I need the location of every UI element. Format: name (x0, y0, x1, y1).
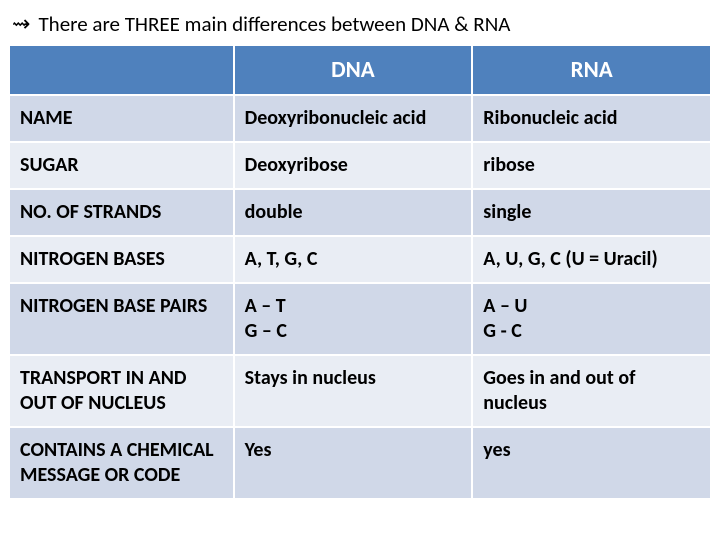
cell-dna: A, T, G, C (234, 236, 473, 283)
heading-text: There are THREE main differences between… (38, 11, 510, 37)
cell-dna: A – TG – C (234, 283, 473, 355)
header-empty (9, 45, 234, 95)
table-row: TRANSPORT IN AND OUT OF NUCLEUS Stays in… (9, 355, 711, 427)
table-row: NITROGEN BASES A, T, G, C A, U, G, C (U … (9, 236, 711, 283)
cell-rna: Goes in and out of nucleus (472, 355, 711, 427)
row-label: NITROGEN BASES (9, 236, 234, 283)
comparison-table: DNA RNA NAME Deoxyribonucleic acid Ribon… (9, 45, 711, 499)
header-dna: DNA (234, 45, 473, 95)
row-label: NO. OF STRANDS (9, 189, 234, 236)
cell-rna: Ribonucleic acid (472, 95, 711, 142)
cell-rna: yes (472, 427, 711, 499)
cell-dna: Deoxyribonucleic acid (234, 95, 473, 142)
table-row: SUGAR Deoxyribose ribose (9, 142, 711, 189)
cell-dna: double (234, 189, 473, 236)
table-row: NITROGEN BASE PAIRS A – TG – C A – UG - … (9, 283, 711, 355)
row-label: TRANSPORT IN AND OUT OF NUCLEUS (9, 355, 234, 427)
row-label: SUGAR (9, 142, 234, 189)
cell-rna: single (472, 189, 711, 236)
table-row: NO. OF STRANDS double single (9, 189, 711, 236)
slide-heading: ⇝ There are THREE main differences betwe… (0, 0, 720, 45)
row-label: CONTAINS A CHEMICAL MESSAGE OR CODE (9, 427, 234, 499)
cell-rna: A, U, G, C (U = Uracil) (472, 236, 711, 283)
cell-rna: A – UG - C (472, 283, 711, 355)
row-label: NITROGEN BASE PAIRS (9, 283, 234, 355)
table-header-row: DNA RNA (9, 45, 711, 95)
cell-dna: Yes (234, 427, 473, 499)
cell-dna: Stays in nucleus (234, 355, 473, 427)
header-rna: RNA (472, 45, 711, 95)
table-row: CONTAINS A CHEMICAL MESSAGE OR CODE Yes … (9, 427, 711, 499)
cell-rna: ribose (472, 142, 711, 189)
row-label: NAME (9, 95, 234, 142)
table-row: NAME Deoxyribonucleic acid Ribonucleic a… (9, 95, 711, 142)
cell-dna: Deoxyribose (234, 142, 473, 189)
bullet-icon: ⇝ (12, 10, 30, 37)
